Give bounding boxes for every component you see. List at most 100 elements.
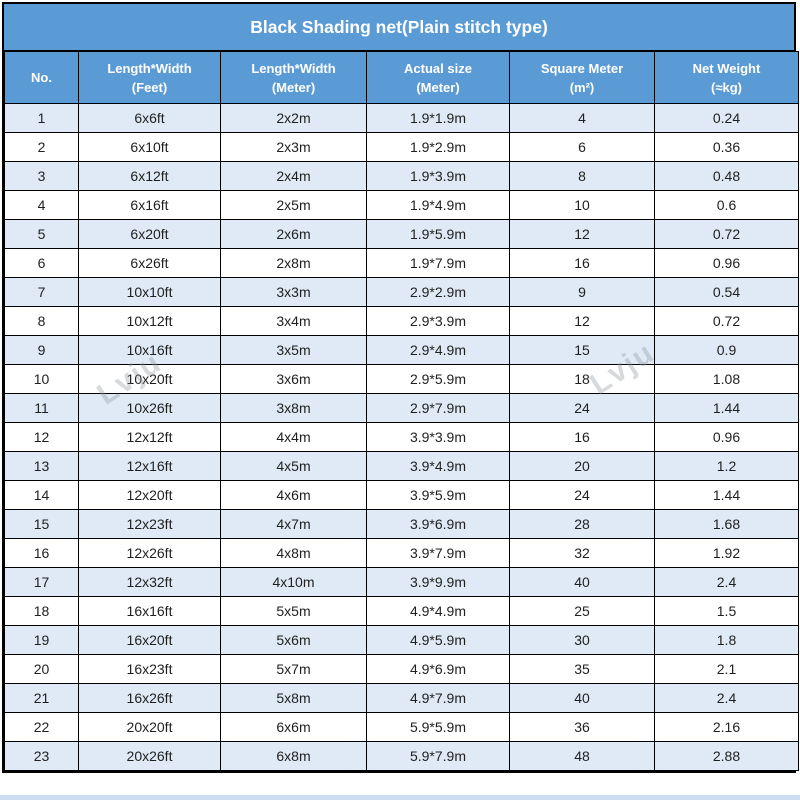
table-cell: 1.5 bbox=[654, 596, 799, 626]
table-cell: 10 bbox=[4, 364, 79, 394]
col-header-line: (Meter) bbox=[416, 79, 460, 95]
table-row: 4 6x16ft 2x5m 1.9*4.9m 10 0.6 bbox=[4, 190, 799, 220]
table-cell: 10x12ft bbox=[78, 306, 221, 336]
table-cell: 2x2m bbox=[220, 103, 367, 133]
table-cell: 5x7m bbox=[220, 654, 367, 684]
table-cell: 3x8m bbox=[220, 393, 367, 423]
table-cell: 8 bbox=[509, 161, 655, 191]
table-cell: 40 bbox=[509, 567, 655, 597]
table-cell: 1.44 bbox=[654, 393, 799, 423]
table-cell: 25 bbox=[509, 596, 655, 626]
col-header-actual-size: Actual size (Meter) bbox=[366, 51, 510, 104]
table-cell: 12x26ft bbox=[78, 538, 221, 568]
table-cell: 3.9*9.9m bbox=[366, 567, 510, 597]
table-cell: 4x5m bbox=[220, 451, 367, 481]
table-row: 7 10x10ft 3x3m 2.9*2.9m 9 0.54 bbox=[4, 277, 799, 307]
table-cell: 6 bbox=[509, 132, 655, 162]
col-header-feet: Length*Width (Feet) bbox=[78, 51, 221, 104]
col-header-no: No. bbox=[4, 51, 79, 104]
table-cell: 1.9*1.9m bbox=[366, 103, 510, 133]
table-cell: 6x20ft bbox=[78, 219, 221, 249]
table-cell: 2.9*2.9m bbox=[366, 277, 510, 307]
col-header-line: (Feet) bbox=[131, 79, 168, 95]
table-cell: 18 bbox=[4, 596, 79, 626]
table-cell: 32 bbox=[509, 538, 655, 568]
table-cell: 5 bbox=[4, 219, 79, 249]
table-row: 18 16x16ft 5x5m 4.9*4.9m 25 1.5 bbox=[4, 596, 799, 626]
col-header-line: (≈kg) bbox=[711, 79, 742, 95]
table-cell: 2 bbox=[4, 132, 79, 162]
table-cell: 2x6m bbox=[220, 219, 367, 249]
table-cell: 4.9*7.9m bbox=[366, 683, 510, 713]
table-cell: 10x20ft bbox=[78, 364, 221, 394]
table-cell: 3x3m bbox=[220, 277, 367, 307]
table-cell: 0.9 bbox=[654, 335, 799, 365]
table-cell: 2x4m bbox=[220, 161, 367, 191]
table-cell: 24 bbox=[509, 480, 655, 510]
table-cell: 8 bbox=[4, 306, 79, 336]
table-cell: 4x7m bbox=[220, 509, 367, 539]
table-cell: 2.9*7.9m bbox=[366, 393, 510, 423]
table-cell: 12x32ft bbox=[78, 567, 221, 597]
table-cell: 5x5m bbox=[220, 596, 367, 626]
bottom-strip bbox=[0, 795, 800, 800]
table-cell: 12 bbox=[509, 306, 655, 336]
table-cell: 4x4m bbox=[220, 422, 367, 452]
table-cell: 30 bbox=[509, 625, 655, 655]
table-row: 11 10x26ft 3x8m 2.9*7.9m 24 1.44 bbox=[4, 393, 799, 423]
table-cell: 4.9*5.9m bbox=[366, 625, 510, 655]
table-cell: 2.9*5.9m bbox=[366, 364, 510, 394]
table-row: 22 20x20ft 6x6m 5.9*5.9m 36 2.16 bbox=[4, 712, 799, 742]
table-cell: 6x16ft bbox=[78, 190, 221, 220]
table-cell: 10 bbox=[509, 190, 655, 220]
table-row: 8 10x12ft 3x4m 2.9*3.9m 12 0.72 bbox=[4, 306, 799, 336]
table-cell: 35 bbox=[509, 654, 655, 684]
table-cell: 1.2 bbox=[654, 451, 799, 481]
col-header-line: Length*Width bbox=[251, 60, 336, 76]
table-cell: 6x6m bbox=[220, 712, 367, 742]
table-cell: 13 bbox=[4, 451, 79, 481]
col-header-line: Square Meter bbox=[540, 60, 624, 76]
table-cell: 11 bbox=[4, 393, 79, 423]
table-cell: 16 bbox=[509, 248, 655, 278]
table-cell: 16 bbox=[4, 538, 79, 568]
table-cell: 4 bbox=[4, 190, 79, 220]
table-cell: 3 bbox=[4, 161, 79, 191]
table-cell: 20x20ft bbox=[78, 712, 221, 742]
table-row: 15 12x23ft 4x7m 3.9*6.9m 28 1.68 bbox=[4, 509, 799, 539]
table-cell: 3x4m bbox=[220, 306, 367, 336]
table-cell: 0.72 bbox=[654, 306, 799, 336]
table-cell: 7 bbox=[4, 277, 79, 307]
table-cell: 2.9*4.9m bbox=[366, 335, 510, 365]
table-cell: 1.8 bbox=[654, 625, 799, 655]
col-header-net-weight: Net Weight (≈kg) bbox=[654, 51, 799, 104]
col-header-line: Length*Width bbox=[107, 60, 192, 76]
table-row: 21 16x26ft 5x8m 4.9*7.9m 40 2.4 bbox=[4, 683, 799, 713]
table-cell: 2.16 bbox=[654, 712, 799, 742]
table-cell: 6x6ft bbox=[78, 103, 221, 133]
table-cell: 12x12ft bbox=[78, 422, 221, 452]
table-cell: 10x10ft bbox=[78, 277, 221, 307]
table-cell: 40 bbox=[509, 683, 655, 713]
table-body: 1 6x6ft 2x2m 1.9*1.9m 4 0.24 2 6x10ft 2x3m 1.9*2.… bbox=[4, 103, 799, 771]
table-cell: 4x6m bbox=[220, 480, 367, 510]
table-row: 2 6x10ft 2x3m 1.9*2.9m 6 0.36 bbox=[4, 132, 799, 162]
table-cell: 0.96 bbox=[654, 422, 799, 452]
col-header-line: Actual size bbox=[404, 60, 472, 76]
table-row: 13 12x16ft 4x5m 3.9*4.9m 20 1.2 bbox=[4, 451, 799, 481]
col-header-square-meter: Square Meter (m²) bbox=[509, 51, 655, 104]
table-cell: 1.92 bbox=[654, 538, 799, 568]
table-cell: 17 bbox=[4, 567, 79, 597]
table-cell: 9 bbox=[509, 277, 655, 307]
table-cell: 4x8m bbox=[220, 538, 367, 568]
table-row: 1 6x6ft 2x2m 1.9*1.9m 4 0.24 bbox=[4, 103, 799, 133]
table-cell: 4.9*6.9m bbox=[366, 654, 510, 684]
table-cell: 4.9*4.9m bbox=[366, 596, 510, 626]
table-cell: 16x23ft bbox=[78, 654, 221, 684]
table-cell: 12x20ft bbox=[78, 480, 221, 510]
table-row: 19 16x20ft 5x6m 4.9*5.9m 30 1.8 bbox=[4, 625, 799, 655]
table-header: No. Length*Width (Feet) Length*Width (Me… bbox=[4, 51, 799, 104]
table-row: 14 12x20ft 4x6m 3.9*5.9m 24 1.44 bbox=[4, 480, 799, 510]
table-cell: 10x16ft bbox=[78, 335, 221, 365]
table-cell: 12 bbox=[509, 219, 655, 249]
